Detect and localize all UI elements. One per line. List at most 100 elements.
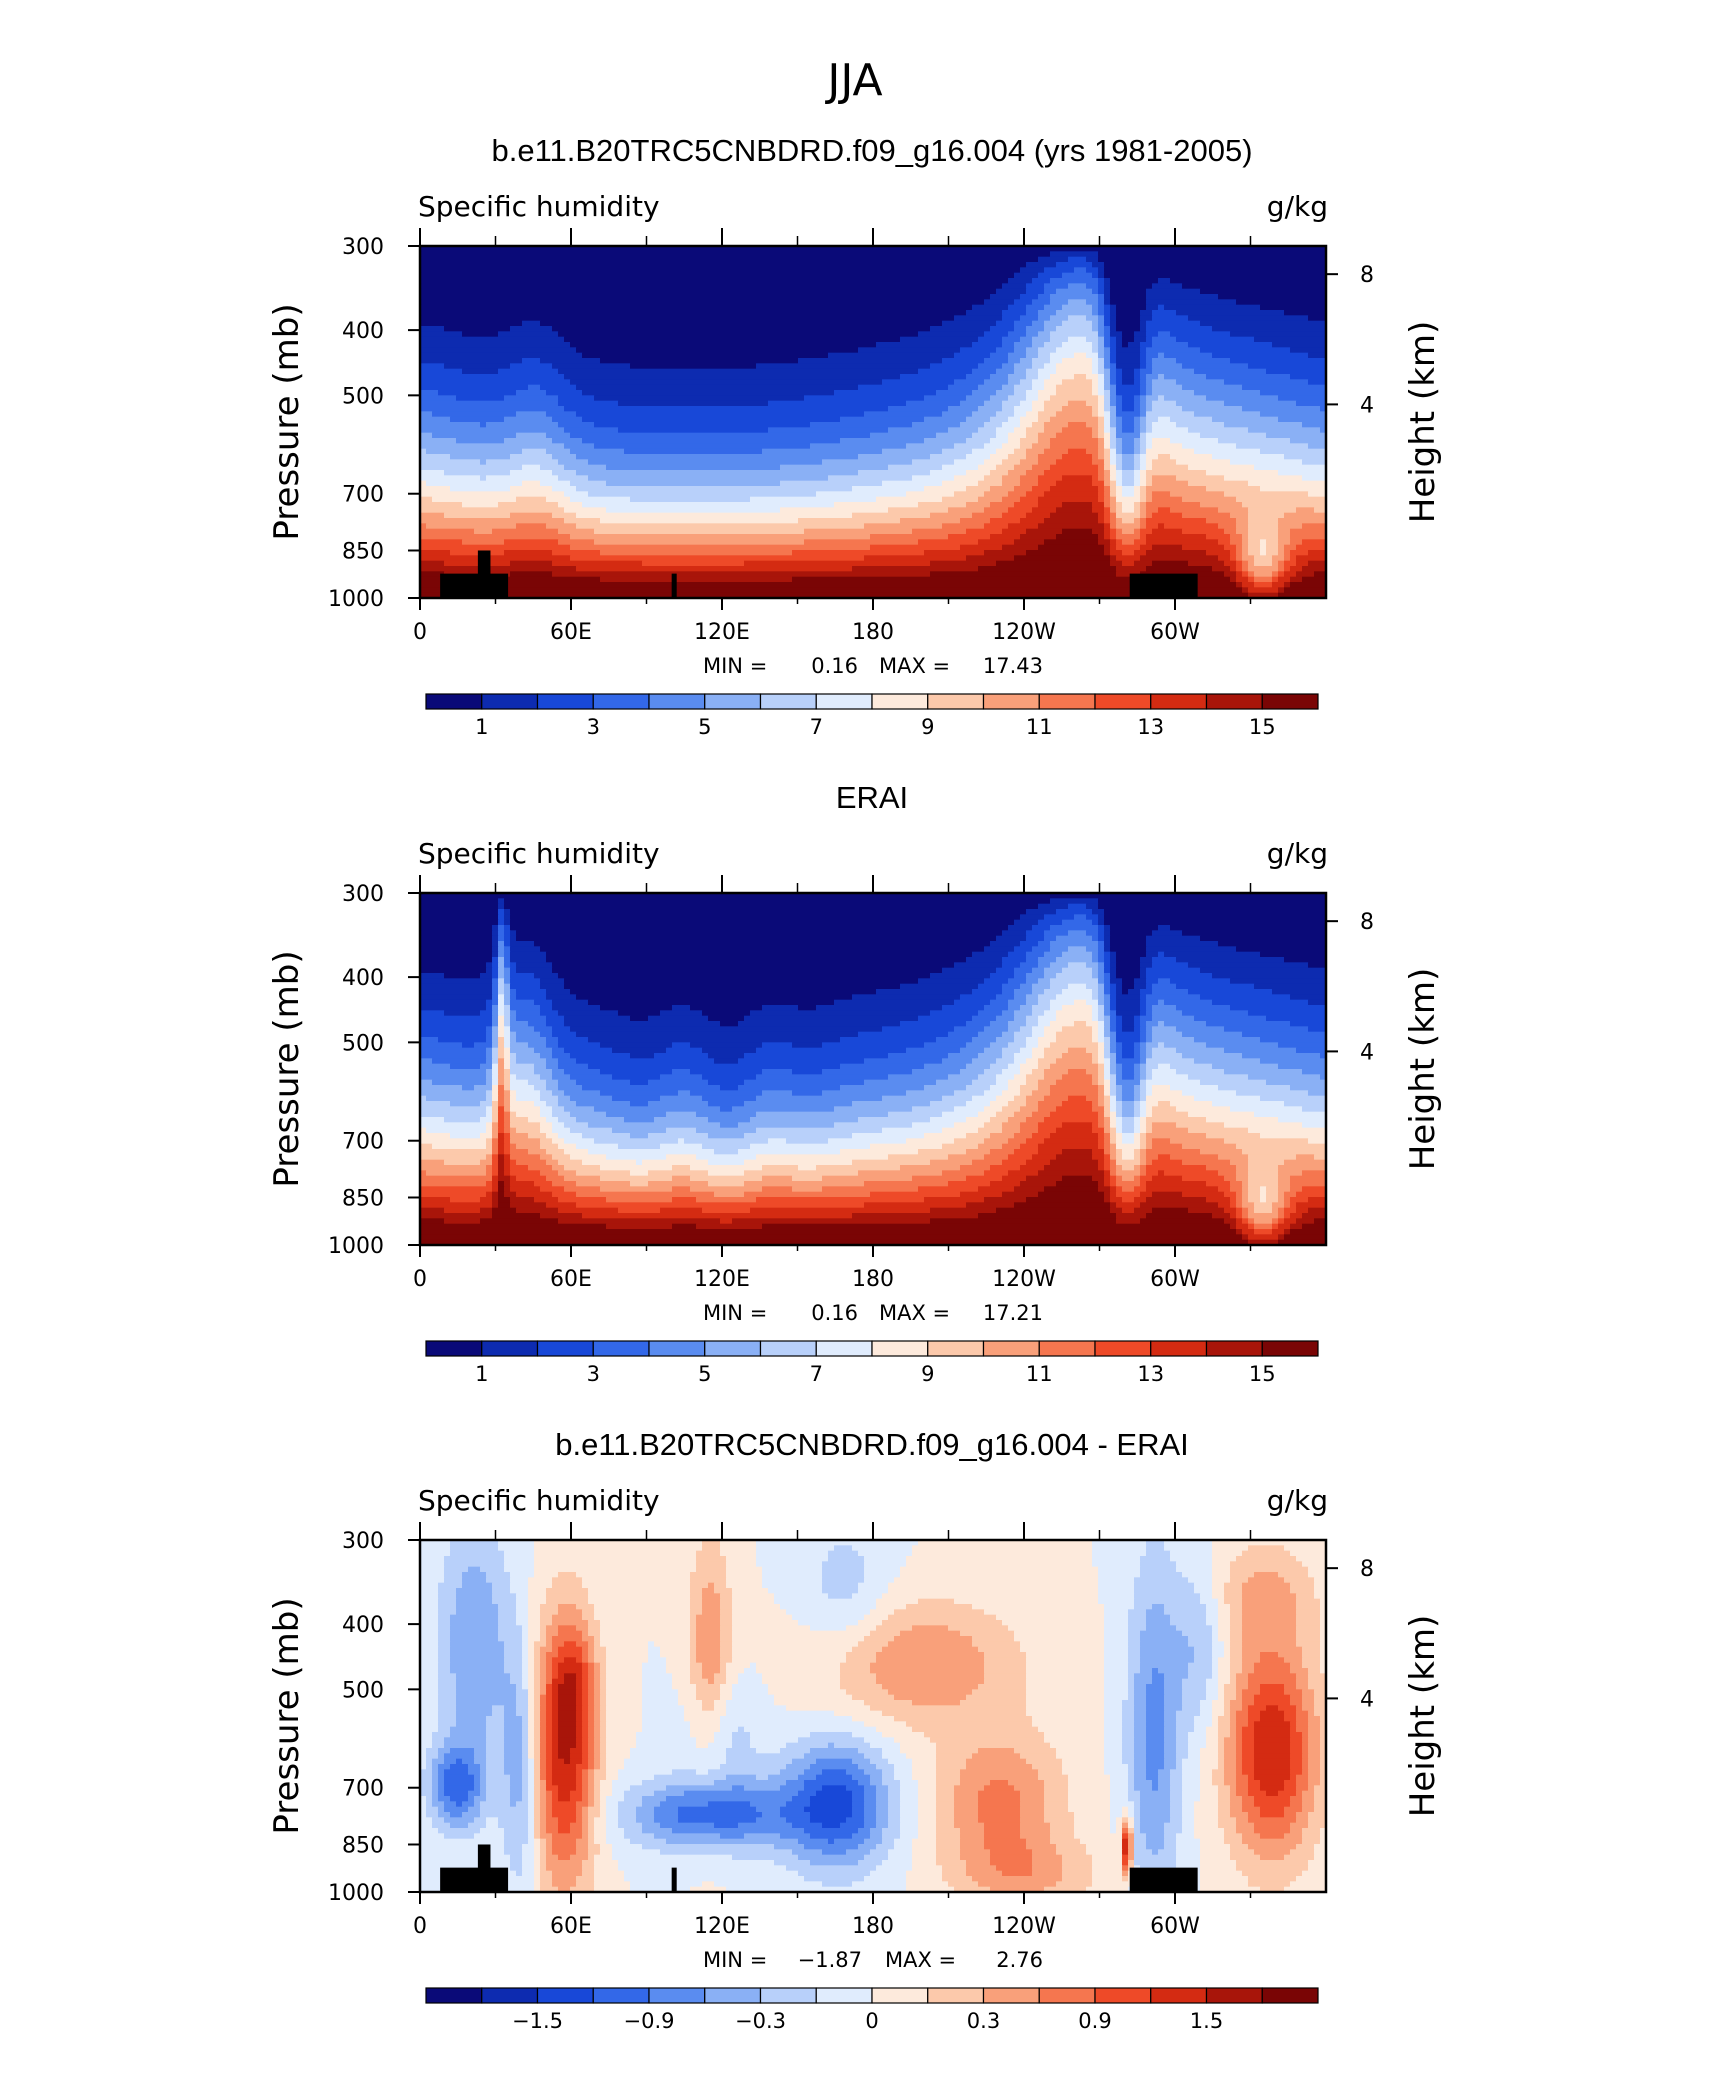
contour-cell [450,1727,487,1733]
contour-cell [1098,267,1105,273]
contour-cell [1110,1058,1117,1064]
contour-cell [486,1069,493,1075]
contour-cell [1104,1058,1111,1064]
contour-cell [606,1743,637,1749]
contour-cell [918,1812,937,1818]
contour-cell [558,1133,583,1139]
contour-cell [738,1058,865,1064]
contour-cell [1104,486,1111,492]
contour-cell [510,930,517,936]
contour-cell [1098,1588,1135,1594]
contour-cell [930,1160,973,1166]
contour-cell [474,1801,481,1807]
contour-cell [690,1186,763,1192]
contour-cell [1152,561,1189,567]
contour-cell [1170,1620,1207,1626]
contour-cell [1236,555,1243,561]
contour-cell [1056,385,1093,391]
contour-cell [1044,379,1063,385]
contour-cell [1266,1791,1279,1797]
contour-cell [1092,342,1099,348]
contour-cell [1152,962,1189,968]
contour-cell [786,1609,871,1615]
contour-cell [1002,930,1027,936]
contour-cell [1104,337,1111,343]
contour-cell [540,1652,547,1658]
contour-cell [1044,1010,1057,1016]
contour-cell [432,1058,487,1064]
contour-cell [1236,1224,1249,1230]
contour-cell [1224,1208,1237,1214]
contour-cell [456,1721,487,1727]
contour-cell [948,1625,1009,1631]
contour-field [420,1540,1327,1893]
contour-cell [642,1663,667,1669]
contour-cell [1146,1609,1165,1615]
contour-cell [534,1064,547,1070]
contour-cell [1122,491,1135,497]
contour-cell [1224,1695,1237,1701]
contour-cell [1146,374,1159,380]
contour-cell [438,1668,451,1674]
contour-cell [1098,898,1327,904]
contour-cell [1044,289,1057,295]
contour-cell [924,1732,1045,1738]
contour-cell [1110,406,1117,412]
contour-cell [492,984,499,990]
contour-cell [1020,422,1033,428]
contour-cell [762,1165,799,1171]
contour-cell [552,1657,565,1663]
contour-cell [1308,1716,1321,1722]
contour-cell [1014,486,1033,492]
contour-cell [744,1785,781,1791]
contour-cell [984,1106,1003,1112]
contour-cell [1200,433,1267,439]
contour-cell [1026,1679,1105,1685]
contour-cell [1098,1117,1105,1123]
contour-cell [1182,1785,1201,1791]
contour-cell [528,1716,535,1722]
contour-cell [1308,1711,1315,1717]
contour-cell [1068,904,1087,910]
colorbar-label: 13 [1137,1362,1164,1386]
contour-cell [558,1753,571,1759]
contour-cell [1248,1812,1261,1818]
contour-cell [852,1791,865,1797]
contour-cell [996,561,1111,567]
contour-cell [1308,1668,1321,1674]
contour-cell [804,1785,823,1791]
contour-cell [576,1732,583,1738]
contour-cell [1188,427,1249,433]
contour-cell [1134,379,1141,385]
contour-cell [1212,1716,1219,1722]
contour-cell [1176,310,1285,316]
contour-cell [600,1727,607,1733]
contour-cell [438,1609,457,1615]
contour-cell [1092,1053,1099,1059]
contour-cell [1296,1705,1303,1711]
contour-cell [954,491,985,497]
contour-cell [582,1679,589,1685]
contour-cell [1098,417,1105,423]
contour-cell [420,1631,439,1637]
contour-cell [696,1769,709,1775]
contour-cell [954,1791,979,1797]
contour-cell [582,1615,595,1621]
contour-cell [546,1160,559,1166]
contour-cell [1008,1026,1021,1032]
contour-cell [1098,1112,1105,1118]
contour-cell [1116,1186,1123,1192]
contour-cell [1230,1668,1243,1674]
contour-cell [1248,1673,1297,1679]
contour-cell [1098,369,1105,375]
contour-cell [438,1764,451,1770]
contour-cell [1110,1032,1117,1038]
contour-cell [420,326,445,332]
contour-cell [714,1588,733,1594]
contour-cell [606,1764,625,1770]
contour-cell [936,1759,967,1765]
contour-cell [1248,550,1261,556]
contour-cell [498,1545,535,1551]
contour-cell [930,326,991,332]
